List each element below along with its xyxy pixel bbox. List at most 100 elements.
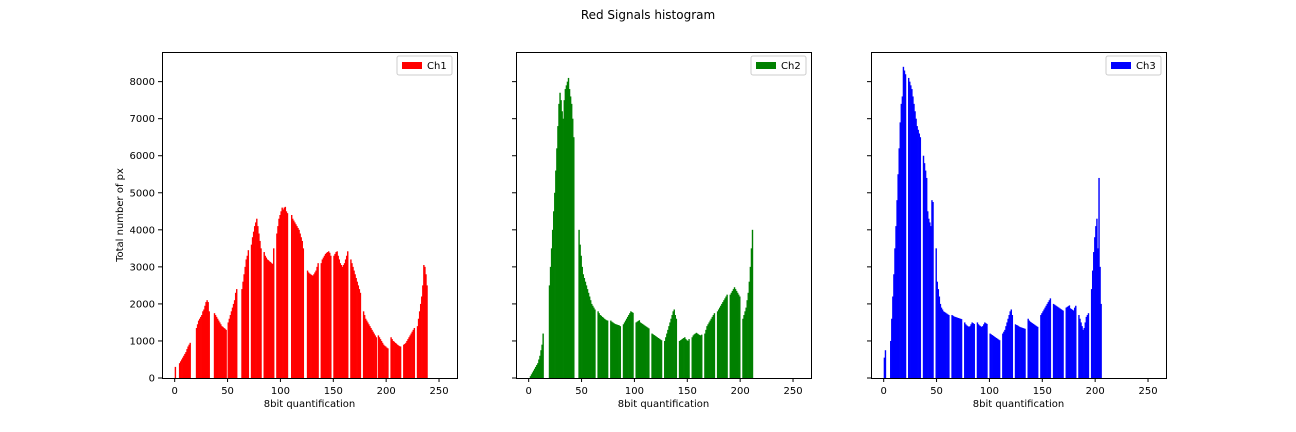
bar <box>927 211 929 378</box>
bar <box>930 226 932 378</box>
legend-label: Ch2 <box>781 61 801 72</box>
bar <box>654 335 656 378</box>
bar <box>379 339 382 378</box>
bar <box>751 229 754 378</box>
bar <box>182 357 184 379</box>
bar <box>266 259 269 378</box>
bar <box>591 303 593 378</box>
bar <box>722 302 724 378</box>
bar <box>1096 218 1098 378</box>
bar <box>279 215 281 378</box>
bar <box>221 326 223 378</box>
bar <box>630 311 632 378</box>
bar <box>270 263 273 378</box>
bar <box>392 340 394 378</box>
bar <box>258 233 260 378</box>
bar <box>230 311 233 378</box>
bar <box>615 324 617 378</box>
bar <box>640 323 643 378</box>
bar <box>897 174 899 378</box>
bar <box>227 322 229 378</box>
bar <box>1058 307 1060 378</box>
bar <box>335 252 337 378</box>
bar <box>1024 328 1026 378</box>
bar <box>736 292 739 378</box>
x-tick-label: 150 <box>1033 386 1052 397</box>
bar <box>321 259 324 378</box>
bar <box>532 370 535 378</box>
bar <box>282 209 284 378</box>
bar <box>937 289 940 378</box>
bar <box>720 305 722 378</box>
legend: Ch2 <box>750 55 807 76</box>
bar <box>259 240 261 378</box>
bar <box>643 325 646 378</box>
bar <box>354 274 356 378</box>
bar <box>357 285 360 378</box>
bar <box>549 266 552 378</box>
bar <box>652 334 654 378</box>
bar <box>645 326 647 378</box>
bar <box>548 285 551 378</box>
bar <box>616 324 618 378</box>
bar <box>1080 322 1082 378</box>
bar <box>382 344 385 378</box>
bar <box>893 274 895 378</box>
bar <box>325 252 328 378</box>
bar <box>656 337 659 378</box>
bar <box>322 257 325 378</box>
bar <box>628 315 630 378</box>
bar <box>967 326 969 378</box>
bar <box>580 255 582 378</box>
bar <box>966 325 968 378</box>
bar <box>1052 303 1055 378</box>
bar <box>540 350 542 378</box>
bar <box>894 248 896 378</box>
bar <box>542 333 544 378</box>
bar <box>569 96 572 378</box>
bar <box>395 343 398 378</box>
bar <box>573 137 575 378</box>
bar <box>585 285 588 378</box>
bar <box>342 265 345 378</box>
bar <box>183 355 185 378</box>
bar <box>387 348 389 378</box>
bar <box>407 339 409 378</box>
panel-2: 0 50 100 150 200 250 8bit quantification Ch2 <box>512 52 812 410</box>
bar <box>931 200 933 378</box>
bar <box>619 326 622 378</box>
bar <box>1002 333 1004 378</box>
bar <box>1041 313 1043 378</box>
y-tick-label: 3000 <box>130 262 155 273</box>
bar <box>653 335 655 378</box>
bar <box>329 252 331 378</box>
bar <box>678 340 681 378</box>
bar <box>675 318 678 378</box>
bar <box>283 207 285 378</box>
bar <box>385 346 387 378</box>
x-axis-label: 8bit quantification <box>264 399 356 410</box>
bar <box>614 323 616 378</box>
bar <box>323 255 326 378</box>
bar <box>884 350 887 378</box>
bar <box>743 315 745 378</box>
bar <box>381 342 384 378</box>
x-tick-label: 200 <box>1086 386 1105 397</box>
bar <box>250 244 253 378</box>
bar <box>710 318 712 378</box>
bar <box>174 366 177 378</box>
bar <box>269 262 272 378</box>
legend: Ch3 <box>1105 55 1162 76</box>
bar <box>742 318 744 378</box>
bar <box>1047 302 1049 378</box>
bar <box>959 318 962 378</box>
bar <box>1021 327 1023 378</box>
bar <box>717 309 720 378</box>
y-tick-label: 8000 <box>130 77 155 88</box>
bar <box>185 352 187 378</box>
bar <box>583 277 586 378</box>
bar <box>207 302 209 378</box>
bar <box>928 218 930 378</box>
bar <box>560 100 562 378</box>
axes-frame <box>871 52 1167 379</box>
